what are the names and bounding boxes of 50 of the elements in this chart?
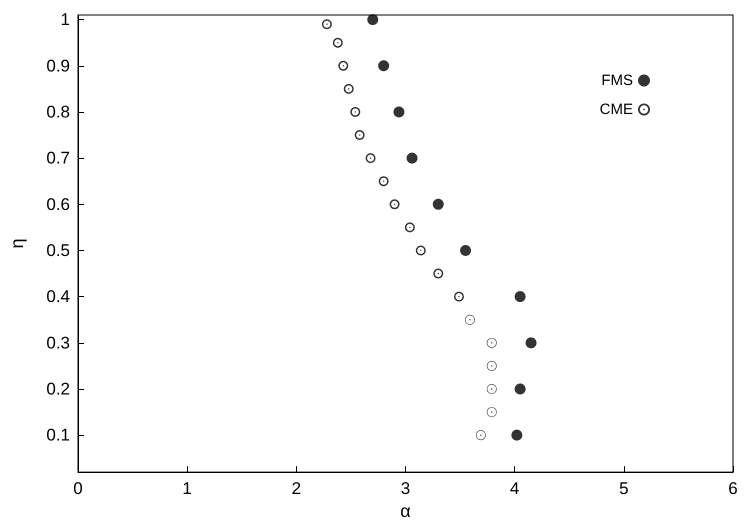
point: [344, 84, 354, 94]
point: [514, 291, 526, 302]
point: [404, 222, 415, 232]
y-tick-label: 0.7: [46, 148, 70, 168]
point: [354, 130, 365, 140]
point: [350, 106, 360, 117]
point: [486, 384, 497, 394]
x-tick-label: 5: [619, 479, 629, 498]
point: [511, 430, 522, 441]
point: [406, 152, 418, 164]
x-tick-label: 1: [182, 479, 192, 498]
point: [390, 199, 400, 210]
y-tick-label: 0.6: [46, 194, 70, 214]
point: [366, 153, 376, 164]
point: [432, 198, 444, 210]
point: [433, 268, 444, 279]
legend-label: FMS: [601, 72, 633, 89]
y-tick-label: 0.9: [46, 56, 70, 76]
point: [514, 383, 526, 394]
point: [378, 60, 390, 72]
y-tick-label: 1: [60, 10, 70, 30]
point: [486, 407, 497, 418]
point: [486, 360, 497, 371]
y-tick-label: 0.2: [46, 379, 70, 398]
point: [393, 106, 404, 118]
x-tick-label: 6: [728, 479, 738, 498]
y-tick-label: 0.3: [46, 333, 70, 352]
x-tick-label: 0: [73, 479, 83, 498]
point: [464, 314, 475, 325]
y-tick-label: 0.8: [46, 102, 70, 122]
legend-label: CME: [600, 101, 633, 118]
y-tick-label: 0.1: [46, 426, 70, 445]
y-tick-label: 0.4: [46, 287, 70, 306]
point: [367, 14, 378, 26]
point: [460, 244, 472, 256]
y-tick-label: 0.5: [46, 240, 70, 260]
point: [416, 245, 426, 256]
x-tick-label: 3: [400, 479, 410, 498]
point: [486, 338, 497, 348]
point: [332, 38, 343, 48]
point: [526, 337, 537, 348]
point: [476, 430, 486, 440]
point: [378, 176, 389, 186]
y-axis-title: η: [7, 238, 27, 249]
point: [454, 292, 464, 302]
x-axis-title: α: [400, 501, 411, 521]
point: [322, 19, 332, 30]
point: [338, 60, 348, 71]
x-tick-label: 2: [292, 479, 302, 498]
x-tick-label: 4: [510, 479, 520, 498]
